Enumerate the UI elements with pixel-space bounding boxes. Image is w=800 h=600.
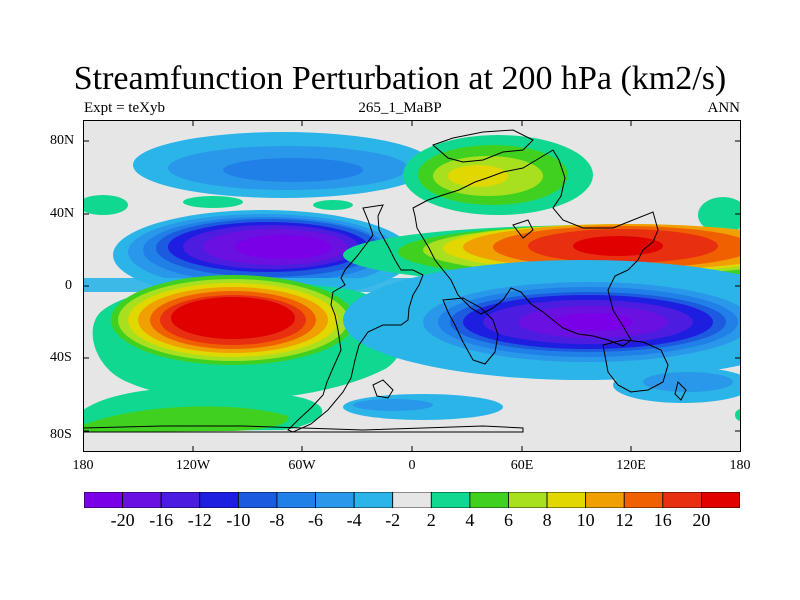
x-label-180w: 180 xyxy=(72,458,94,473)
colorbar-level-label: 20 xyxy=(692,510,711,530)
y-label-80n: 80N xyxy=(50,133,75,148)
colorbar-swatch xyxy=(430,492,471,508)
colorbar-swatch xyxy=(237,492,278,508)
case-label: 265_1_MaBP xyxy=(358,100,442,116)
colorbar-swatch xyxy=(469,492,509,508)
colorbar-level-label: -16 xyxy=(149,510,174,530)
contour-fields xyxy=(83,132,741,432)
colorbar-swatch xyxy=(122,492,162,508)
x-label-120e: 120E xyxy=(616,458,646,473)
colorbar-swatch xyxy=(585,492,625,508)
colorbar-level-label: 4 xyxy=(465,510,475,530)
x-label-120w: 120W xyxy=(175,458,211,473)
x-label-0: 0 xyxy=(408,458,416,473)
colorbar-swatch xyxy=(315,492,355,508)
x-label-60w: 60W xyxy=(288,458,316,473)
colorbar-swatch xyxy=(662,492,702,508)
y-label-0: 0 xyxy=(65,278,72,293)
south-subtropical-negative xyxy=(343,260,741,380)
map-plot xyxy=(83,120,741,452)
colorbar-level-label: -12 xyxy=(187,510,212,530)
colorbar xyxy=(84,492,740,508)
colorbar-level-label: -10 xyxy=(226,510,251,530)
south-subtropical-positive xyxy=(92,275,403,400)
colorbar-level-label: -20 xyxy=(110,510,135,530)
season-label: ANN xyxy=(707,100,741,116)
colorbar-swatch xyxy=(392,492,432,508)
colorbar-level-label: -4 xyxy=(346,510,362,530)
colorbar-swatch xyxy=(623,492,664,508)
colorbar-level-label: 10 xyxy=(576,510,595,530)
colorbar-swatch xyxy=(276,492,316,508)
north-subtropical-negative xyxy=(113,210,413,300)
colorbar-swatch xyxy=(199,492,239,508)
colorbar-level-label: 8 xyxy=(542,510,552,530)
colorbar-swatch xyxy=(353,492,394,508)
colorbar-level-label: -8 xyxy=(269,510,285,530)
y-label-40n: 40N xyxy=(50,206,75,221)
map-title: Streamfunction Perturbation at 200 hPa (… xyxy=(73,60,727,97)
experiment-label: Expt = teXyb xyxy=(84,100,165,116)
colorbar-swatch xyxy=(546,492,587,508)
y-label-40s: 40S xyxy=(50,350,72,365)
colorbar-level-label: 2 xyxy=(426,510,436,530)
x-label-180e: 180 xyxy=(729,458,751,473)
colorbar-swatch xyxy=(84,492,123,508)
coastlines xyxy=(83,129,687,433)
colorbar-level-label: -2 xyxy=(385,510,401,530)
x-label-60e: 60E xyxy=(510,458,534,473)
colorbar-swatch xyxy=(701,492,740,508)
colorbar-swatch xyxy=(508,492,548,508)
axis-ticks xyxy=(83,120,741,452)
colorbar-level-label: 16 xyxy=(653,510,672,530)
colorbar-swatch xyxy=(160,492,201,508)
colorbar-level-label: 12 xyxy=(615,510,634,530)
colorbar-level-label: 6 xyxy=(504,510,513,530)
north-blue-band xyxy=(133,132,433,198)
colorbar-level-label: -6 xyxy=(308,510,323,530)
y-label-80s: 80S xyxy=(50,427,72,442)
